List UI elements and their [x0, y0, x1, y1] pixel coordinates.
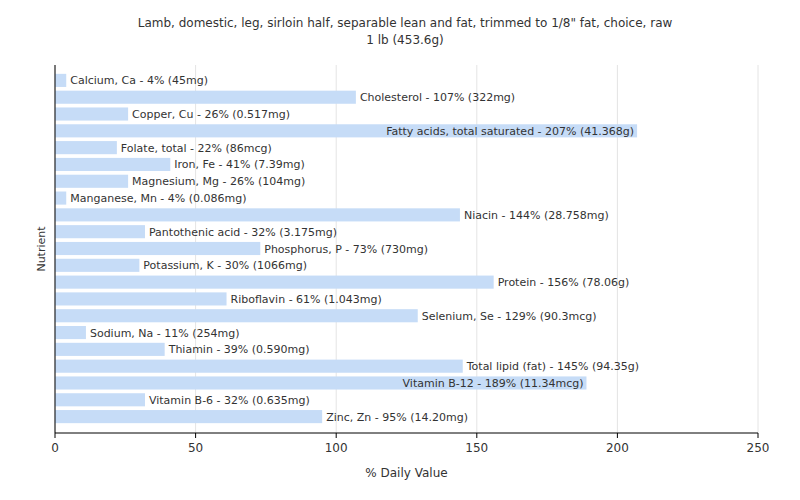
y-axis-label: Nutrient	[35, 226, 48, 272]
chart: 0 50 100 150 200 250 Calcium, Ca - 4% (45mg) Ch…	[0, 0, 800, 500]
title: Lamb, domestic, leg, sirloin half, separ…	[138, 16, 673, 30]
category-label: Iron, Fe - 41% (7.39mg)	[174, 158, 304, 171]
tick-mark	[476, 433, 477, 438]
bar	[55, 343, 165, 356]
bar	[55, 276, 494, 289]
bar	[55, 360, 463, 373]
category-label: Total lipid (fat) - 145% (94.35g)	[466, 360, 639, 373]
tick-label: 0	[51, 441, 59, 455]
bar	[55, 74, 66, 87]
category-label: Magnesium, Mg - 26% (104mg)	[132, 175, 305, 188]
bar	[55, 410, 322, 423]
category-label: Protein - 156% (78.06g)	[498, 276, 630, 289]
bar	[55, 393, 145, 406]
tick-mark	[336, 433, 337, 438]
bar	[55, 208, 460, 221]
category-label: Fatty acids, total saturated - 207% (41.…	[386, 125, 634, 138]
grid-line	[617, 65, 618, 433]
category-label: Potassium, K - 30% (1066mg)	[143, 259, 307, 272]
bar	[55, 107, 128, 120]
category-label: Vitamin B-12 - 189% (11.34mcg)	[403, 377, 584, 390]
tick-label: 50	[188, 441, 203, 455]
bar	[55, 158, 170, 171]
y-axis	[55, 65, 56, 433]
bar	[55, 292, 227, 305]
bar	[55, 326, 86, 339]
category-label: Folate, total - 22% (86mcg)	[121, 142, 272, 155]
bar	[55, 141, 117, 154]
bar	[55, 242, 260, 255]
tick-mark	[55, 433, 56, 438]
bar	[55, 259, 139, 272]
category-label: Vitamin B-6 - 32% (0.635mg)	[149, 394, 310, 407]
category-label: Thiamin - 39% (0.590mg)	[168, 343, 310, 356]
subtitle: 1 lb (453.6g)	[366, 33, 444, 47]
category-label: Calcium, Ca - 4% (45mg)	[70, 74, 208, 87]
category-label: Riboflavin - 61% (1.043mg)	[231, 293, 382, 306]
bar	[55, 225, 145, 238]
tick-label: 150	[465, 441, 488, 455]
category-label: Cholesterol - 107% (322mg)	[360, 91, 515, 104]
background	[0, 0, 800, 500]
bar	[55, 91, 356, 104]
tick-label: 100	[325, 441, 348, 455]
grid-line	[55, 65, 56, 433]
bar	[55, 192, 66, 205]
x-axis	[55, 433, 758, 434]
bar	[55, 175, 128, 188]
category-label: Selenium, Se - 129% (90.3mcg)	[422, 310, 597, 323]
category-label: Sodium, Na - 11% (254mg)	[90, 327, 240, 340]
tick-mark	[758, 433, 759, 438]
tick-label: 200	[606, 441, 629, 455]
x-axis-label: % Daily Value	[365, 466, 447, 480]
tick-mark	[195, 433, 196, 438]
tick-label: 250	[747, 441, 770, 455]
grid-line	[758, 65, 759, 433]
bar	[55, 376, 586, 389]
category-label: Phosphorus, P - 73% (730mg)	[264, 243, 428, 256]
bar-labels: Calcium, Ca - 4% (45mg) Cholesterol - 107…	[70, 74, 639, 423]
bar	[55, 124, 637, 137]
category-label: Copper, Cu - 26% (0.517mg)	[132, 108, 290, 121]
category-label: Pantothenic acid - 32% (3.175mg)	[149, 226, 337, 239]
bar	[55, 309, 418, 322]
tick-mark	[617, 433, 618, 438]
category-label: Manganese, Mn - 4% (0.086mg)	[70, 192, 246, 205]
category-label: Zinc, Zn - 95% (14.20mg)	[326, 411, 468, 424]
category-label: Niacin - 144% (28.758mg)	[464, 209, 609, 222]
